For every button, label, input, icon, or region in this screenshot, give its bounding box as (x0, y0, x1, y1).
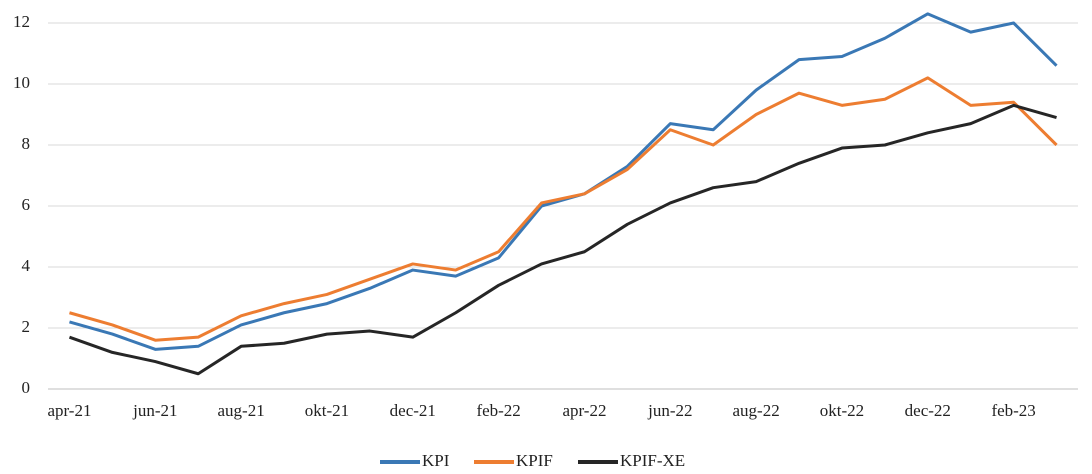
legend-label: KPIF-XE (620, 451, 685, 470)
series-line (69, 76, 1058, 342)
x-tick-label: okt-21 (305, 401, 349, 420)
legend-label: KPIF (516, 451, 553, 470)
y-tick-label: 4 (22, 256, 31, 275)
x-tick-label: dec-21 (390, 401, 436, 420)
x-tick-label: apr-22 (562, 401, 606, 420)
series-line (68, 103, 1057, 376)
x-tick-label: dec-22 (905, 401, 951, 420)
y-tick-label: 8 (22, 134, 31, 153)
lines (68, 12, 1058, 376)
y-tick-label: 10 (13, 73, 30, 92)
x-tick-label: jun-21 (132, 401, 177, 420)
series-line (69, 12, 1058, 351)
y-tick-label: 2 (22, 317, 31, 336)
x-tick-label: aug-22 (733, 401, 780, 420)
legend-label: KPI (422, 451, 450, 470)
x-tick-label: aug-21 (218, 401, 265, 420)
x-tick-label: okt-22 (820, 401, 864, 420)
y-tick-label: 6 (22, 195, 31, 214)
x-tick-label: feb-23 (991, 401, 1035, 420)
x-tick-label: jun-22 (647, 401, 692, 420)
x-tick-label: feb-22 (476, 401, 520, 420)
y-tick-label: 0 (22, 378, 31, 397)
x-tick-label: apr-21 (47, 401, 91, 420)
y-tick-label: 12 (13, 12, 30, 31)
